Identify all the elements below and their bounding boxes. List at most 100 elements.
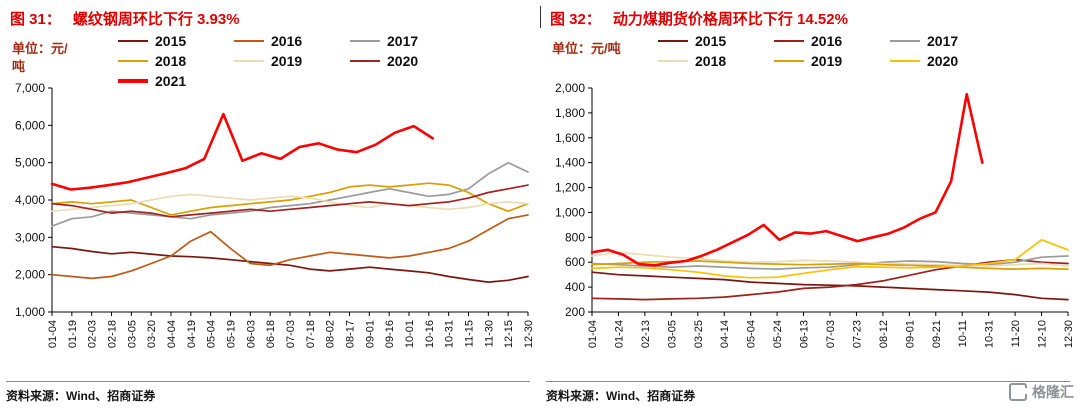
legend-swatch-2019 — [234, 59, 264, 63]
legend-item-2017: 2017 — [350, 33, 466, 49]
panel-coal-chart: 图 32： 动力煤期货价格周环比下行 14.52% 单位：元/吨 2015 2016… — [540, 0, 1080, 408]
legend-swatch-2016 — [234, 39, 264, 43]
x-tick-label: 01-04 — [587, 320, 599, 348]
x-tick-label: 08-17 — [345, 320, 357, 348]
figure-label: 图 32： — [550, 11, 601, 28]
x-tick-label: 04-14 — [719, 320, 731, 348]
x-tick-label: 09-01 — [364, 320, 376, 348]
y-tick-label: 1,600 — [555, 131, 585, 145]
x-tick-label: 01-04 — [47, 320, 59, 348]
series-line-2015 — [51, 245, 529, 283]
series-line-2020 — [51, 184, 529, 218]
x-tick-label: 08-02 — [325, 320, 337, 348]
y-tick-label: 4,000 — [15, 193, 45, 207]
x-tick-label: 03-25 — [693, 320, 705, 348]
x-tick-label: 06-13 — [799, 320, 811, 348]
y-tick-label: 5,000 — [15, 156, 45, 170]
y-tick-label: 1,400 — [555, 156, 585, 170]
legend-item-2018: 2018 — [658, 53, 774, 69]
series-line-2020 — [591, 238, 1069, 279]
line-chart-coal: 200 400 600 800 1,000 1,200 1,400 1,600 1,800 2,0… — [555, 81, 1075, 348]
legend-item-2020: 2020 — [350, 53, 466, 69]
gelonghui-logo: 格隆汇 — [1003, 382, 1074, 402]
y-tick-label: 2,000 — [555, 81, 585, 95]
x-tick-label: 05-19 — [226, 320, 238, 348]
series-line-2016 — [591, 258, 1069, 301]
legend-swatch-2015 — [658, 39, 688, 43]
legend-swatch-2018 — [658, 59, 688, 63]
legend-swatch-2017 — [350, 39, 380, 43]
legend-swatch-2015 — [118, 39, 148, 43]
panel-rebar-chart: 图 31： 螺纹钢周环比下行 3.93% 单位：元/吨 2015 2016 2017 2… — [6, 8, 535, 404]
unit-label: 单位：元/吨 — [552, 41, 621, 56]
x-tick-label: 12-30 — [523, 320, 535, 348]
x-tick-label: 07-23 — [851, 320, 863, 348]
series-line-2019 — [51, 193, 529, 213]
legend-swatch-2020 — [350, 59, 380, 63]
y-tick-label: 800 — [565, 230, 585, 244]
x-tick-label: 11-15 — [464, 320, 476, 347]
x-tick-label: 06-18 — [265, 320, 277, 348]
x-tick-label: 11-20 — [1010, 320, 1022, 347]
legend-label-2021: 2021 — [155, 73, 187, 89]
figure-title: 螺纹钢周环比下行 3.93% — [72, 11, 240, 28]
y-tick-label: 7,000 — [15, 81, 45, 95]
legend-item-2015: 2015 — [658, 33, 774, 49]
x-tick-label: 04-19 — [186, 320, 198, 348]
x-tick-label: 09-16 — [384, 320, 396, 348]
figure-title: 动力煤期货价格周环比下行 14.52% — [612, 11, 848, 28]
legend-swatch-2020 — [890, 59, 920, 63]
x-tick-label: 03-20 — [146, 320, 158, 348]
x-tick-label: 11-30 — [483, 320, 495, 347]
y-tick-label: 2,000 — [15, 268, 45, 282]
x-tick-label: 07-18 — [305, 320, 317, 348]
series-line-2018 — [51, 182, 529, 216]
x-tick-label: 05-24 — [772, 320, 784, 348]
legend-label-2018: 2018 — [695, 53, 727, 69]
legend-label-2015: 2015 — [155, 33, 187, 49]
legend-label-2016: 2016 — [811, 33, 843, 49]
y-tick-label: 3,000 — [15, 230, 45, 244]
x-tick-label: 08-12 — [878, 320, 890, 348]
unit-label: 单位：元/吨 — [12, 41, 68, 74]
legend-item-2017: 2017 — [890, 33, 1006, 49]
x-tick-label: 10-11 — [957, 320, 969, 347]
x-tick-label: 04-04 — [166, 320, 178, 348]
series-line-2015 — [591, 271, 1069, 301]
y-tick-label: 1,000 — [15, 305, 45, 319]
x-tick-label: 07-03 — [825, 320, 837, 348]
x-tick-label: 03-05 — [126, 320, 138, 348]
legend-swatch-2019 — [774, 59, 804, 63]
series-line-2016 — [51, 214, 529, 280]
y-tick-label: 1,000 — [555, 205, 585, 219]
legend-label-2015: 2015 — [695, 33, 727, 49]
legend-label-2017: 2017 — [927, 33, 959, 49]
panel-divider — [540, 6, 541, 28]
x-tick-label: 10-01 — [404, 320, 416, 348]
legend-left: 2015 2016 2017 2018 2019 2020 2021 — [118, 33, 466, 89]
source-text: 资料来源：Wind、招商证券 — [6, 389, 156, 403]
x-tick-label: 01-19 — [67, 320, 79, 348]
chart-title-left: 图 31： 螺纹钢周环比下行 3.93% — [10, 8, 240, 29]
legend-item-2021: 2021 — [118, 73, 234, 89]
x-tick-label: 02-13 — [640, 320, 652, 348]
legend-right: 2015 2016 2017 2018 2019 2020 — [658, 33, 1006, 69]
legend-item-2015: 2015 — [118, 33, 234, 49]
series-line-2021 — [50, 112, 435, 191]
legend-item-2019: 2019 — [774, 53, 890, 69]
figure-label: 图 31： — [10, 11, 61, 28]
x-tick-label: 05-04 — [206, 320, 218, 348]
legend-item-2016: 2016 — [774, 33, 890, 49]
x-tick-label: 09-01 — [904, 320, 916, 348]
legend-label-2020: 2020 — [387, 53, 419, 69]
legend-item-2020: 2020 — [890, 53, 1006, 69]
x-tick-label: 12-30 — [1063, 320, 1075, 348]
legend-swatch-2021 — [118, 79, 148, 83]
legend-swatch-2018 — [118, 59, 148, 63]
x-tick-label: 05-04 — [746, 320, 758, 348]
x-tick-label: 07-03 — [285, 320, 297, 348]
source-row: 资料来源：Wind、招商证券 — [6, 381, 530, 404]
x-tick-label: 06-03 — [245, 320, 257, 348]
legend-swatch-2017 — [890, 39, 920, 43]
